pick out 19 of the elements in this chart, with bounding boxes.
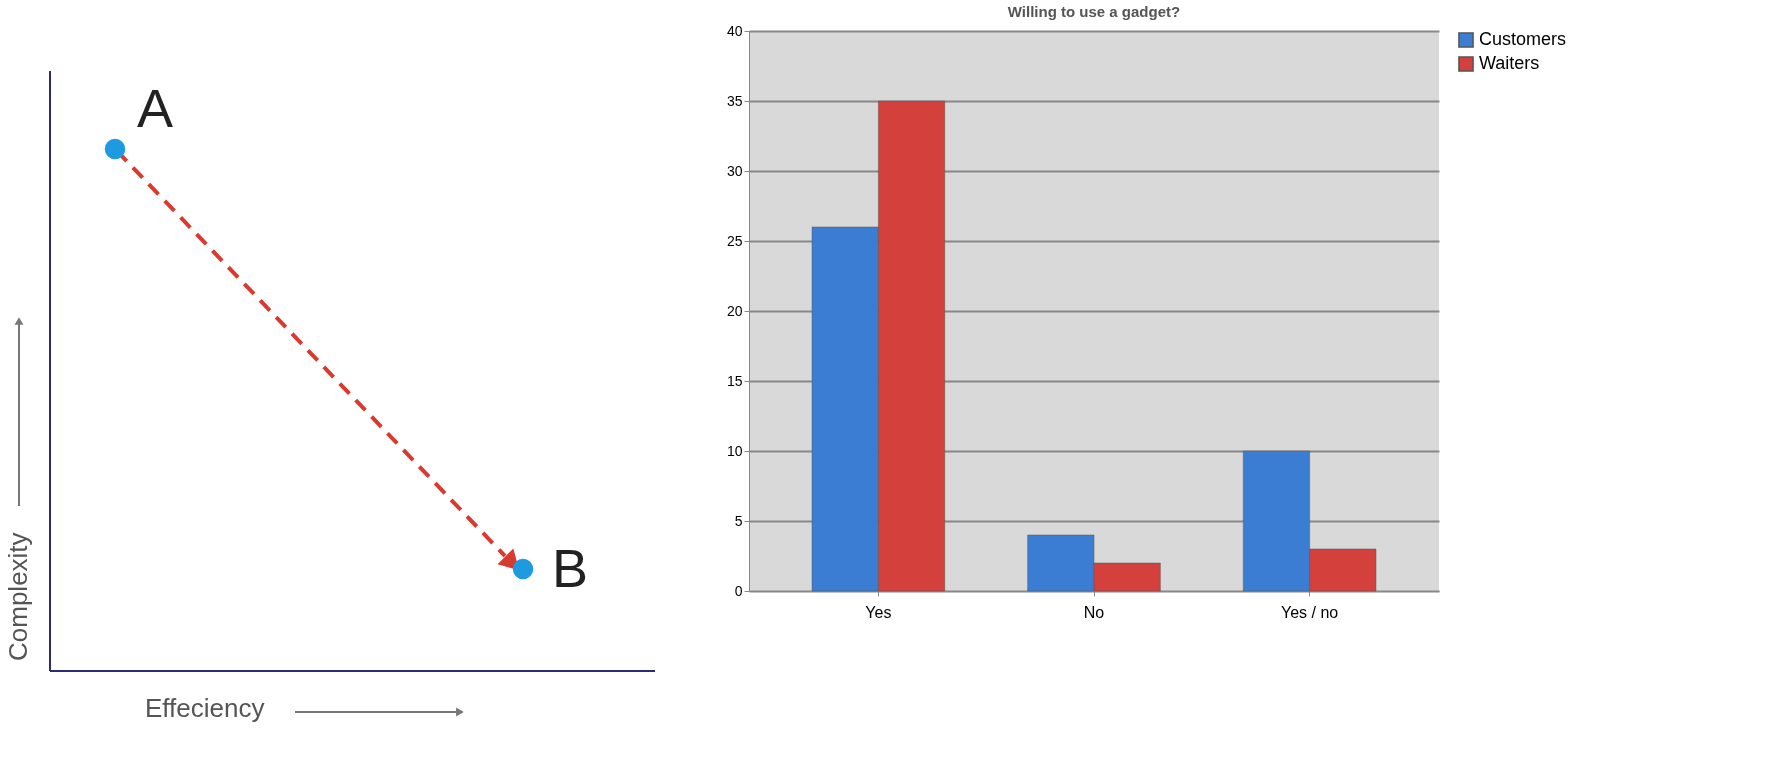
text: A [136, 78, 174, 138]
legend-label: Customers [1479, 29, 1567, 49]
x-tick-label: Yes / no [1281, 603, 1339, 621]
y-tick-label: 5 [734, 512, 743, 529]
y-tick-label: 15 [726, 372, 743, 389]
y-tick-label: 20 [726, 302, 743, 319]
text: Complexity [3, 532, 33, 661]
legend-label: Waiters [1479, 53, 1540, 73]
y-tick-label: 10 [726, 442, 743, 459]
y-tick-label: 30 [726, 162, 743, 179]
x-tick-label: Yes [865, 603, 892, 621]
text: B [551, 538, 589, 598]
text: Effeciency [145, 693, 265, 723]
y-tick-label: 35 [726, 92, 743, 109]
y-tick-label: 0 [734, 582, 743, 599]
y-tick-label: 25 [726, 232, 743, 249]
chart-title: Willing to use a gadget? [1007, 3, 1181, 20]
y-tick-label: 40 [726, 22, 743, 39]
x-tick-label: No [1083, 603, 1105, 621]
